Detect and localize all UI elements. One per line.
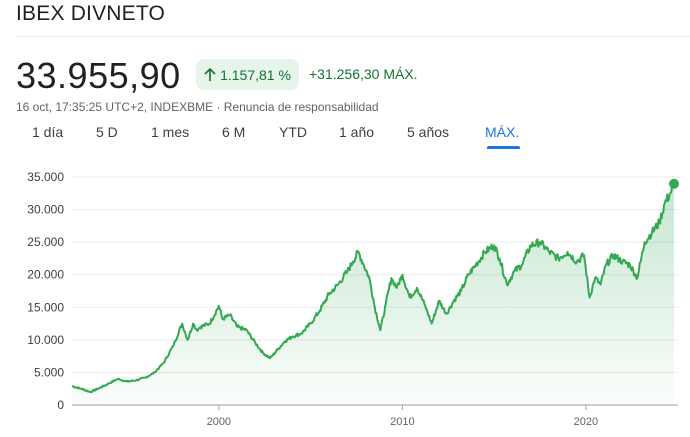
quote-meta: 16 oct, 17:35:25 UTC+2, INDEXBME · Renun…	[16, 100, 379, 114]
x-tick-label: 2000	[207, 416, 231, 428]
price-line	[71, 182, 675, 394]
last-price-dot	[669, 178, 679, 189]
y-tick-label: 5.000	[34, 365, 64, 379]
y-tick-label: 20.000	[27, 268, 64, 282]
current-price: 33.955,90	[16, 55, 181, 96]
tab-ytd[interactable]: YTD	[279, 124, 307, 140]
absolute-change: +31.256,30 MÁX.	[309, 66, 418, 82]
active-tab-indicator	[487, 146, 520, 149]
header-divider	[16, 36, 690, 37]
tab-6-m[interactable]: 6 M	[222, 124, 246, 140]
tab-5-anos[interactable]: 5 años	[407, 124, 450, 140]
tab-1-ano[interactable]: 1 año	[339, 124, 375, 140]
timestamp: 16 oct, 17:35:25 UTC+2	[16, 100, 144, 114]
arrow-up-icon	[204, 67, 216, 81]
price-area	[72, 183, 674, 405]
y-tick-label: 10.000	[27, 333, 64, 347]
x-tick-label: 2020	[574, 416, 598, 428]
page-title: IBEX DIVNETO	[16, 2, 166, 25]
change-percent-value: 1.157,81 %	[220, 66, 291, 83]
tab-max[interactable]: MÁX.	[485, 124, 520, 140]
exchange: INDEXBME	[150, 100, 214, 114]
meta-separator: ·	[213, 100, 224, 114]
x-tick-label: 2010	[390, 416, 414, 428]
tab-1-dia[interactable]: 1 día	[32, 124, 64, 140]
disclaimer-link[interactable]: Renuncia de responsabilidad	[223, 100, 379, 114]
y-tick-label: 0	[57, 398, 64, 412]
y-tick-label: 35.000	[27, 170, 64, 184]
y-tick-label: 15.000	[27, 300, 64, 314]
tab-1-mes[interactable]: 1 mes	[151, 124, 190, 140]
tab-5-d[interactable]: 5 D	[96, 124, 118, 140]
price-chart[interactable]: 35.000 30.000 25.000 20.000 15.000 10.000 5.00…	[0, 160, 690, 437]
y-tick-label: 30.000	[27, 203, 64, 217]
meta-separator: ,	[143, 100, 151, 114]
change-percent-badge: 1.157,81 %	[196, 59, 299, 90]
y-tick-label: 25.000	[27, 235, 64, 249]
